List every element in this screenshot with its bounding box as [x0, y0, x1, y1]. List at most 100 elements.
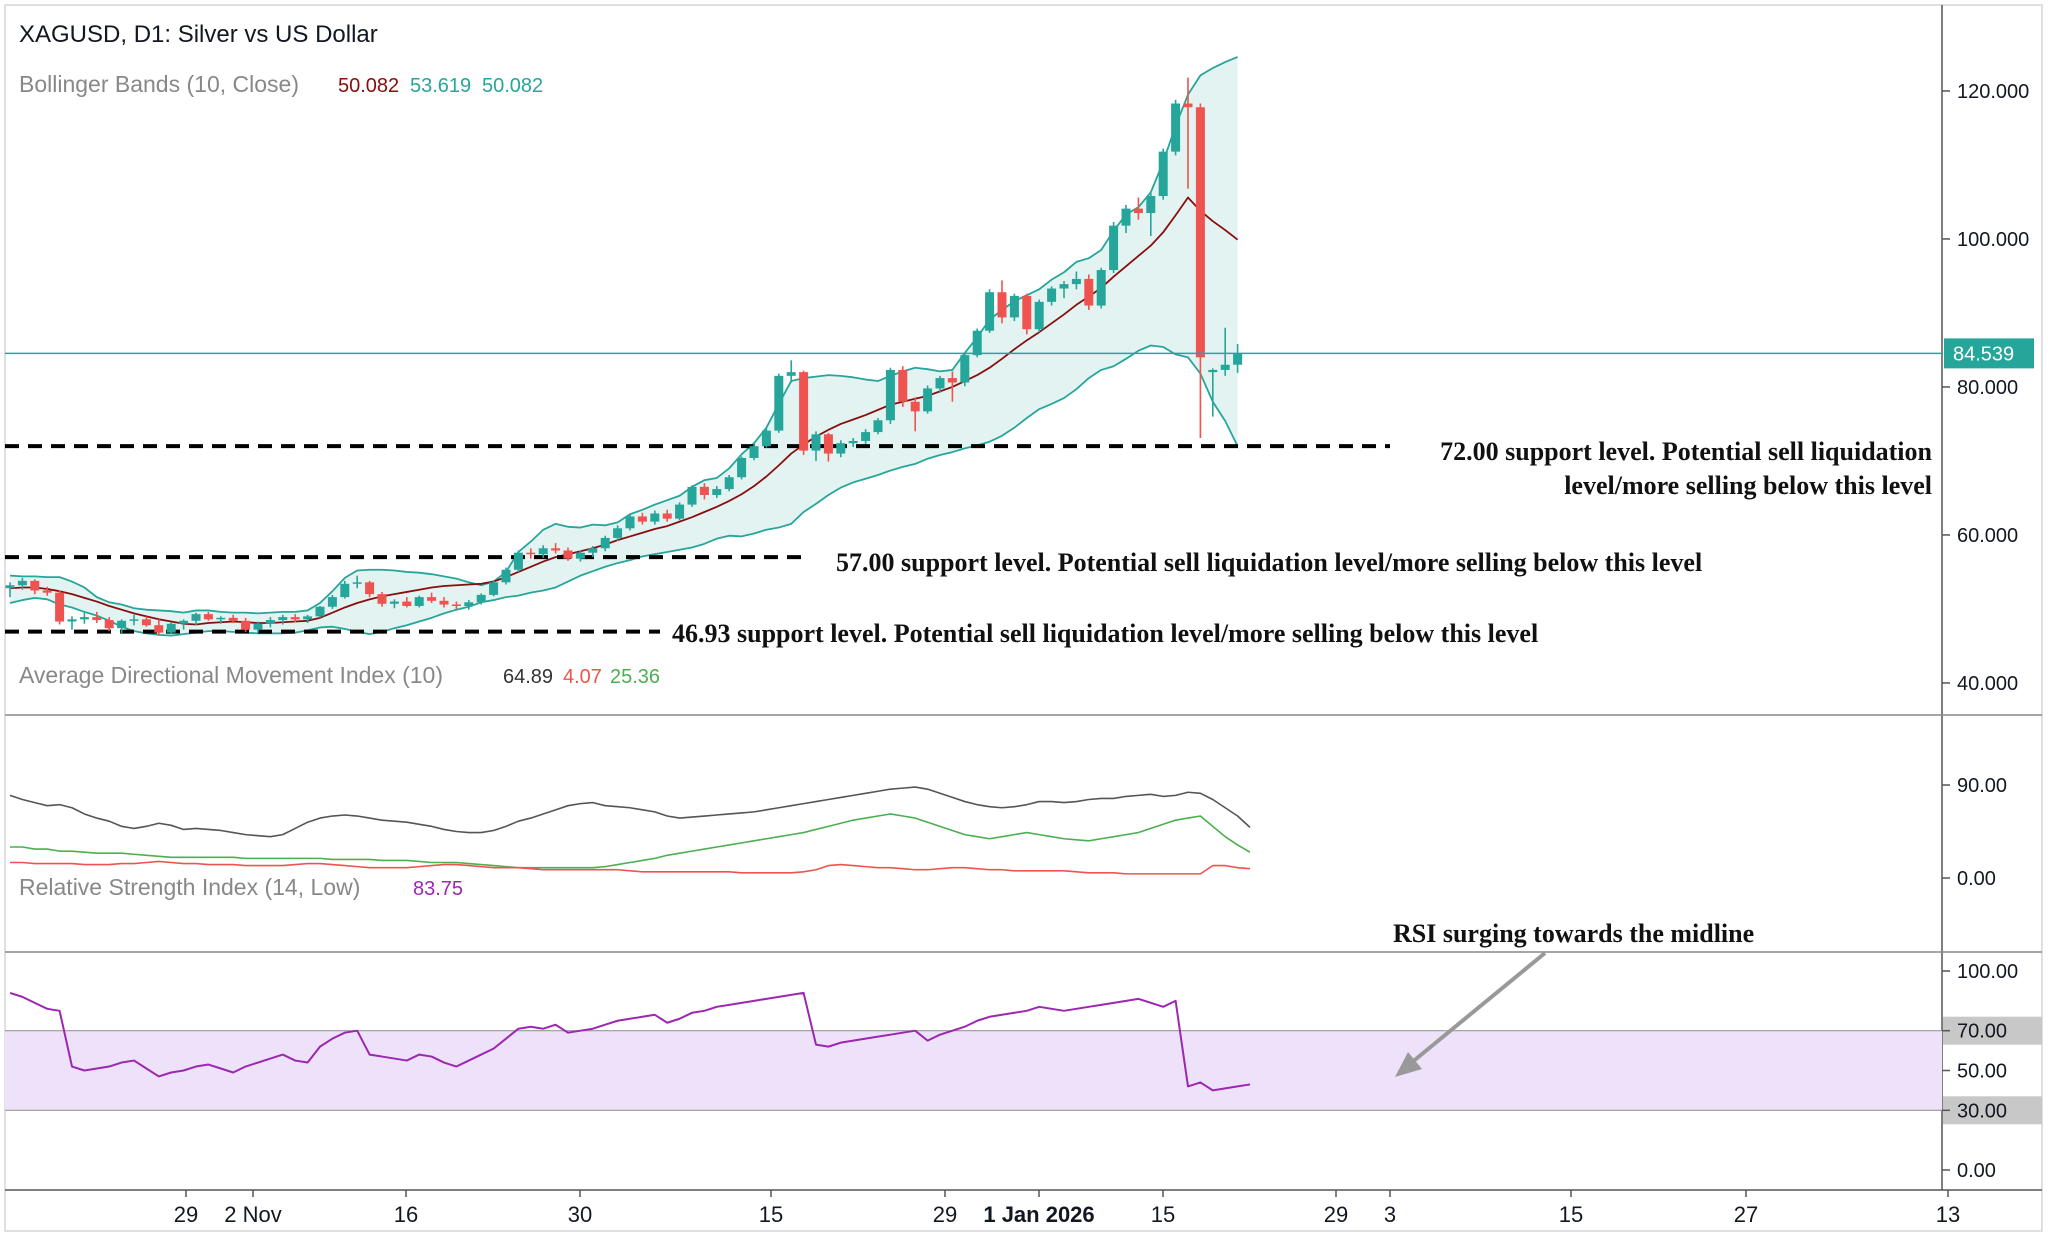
candle-body — [637, 516, 647, 522]
candle-body — [749, 446, 759, 458]
candle-body — [253, 623, 263, 630]
candle-body — [30, 580, 40, 591]
support-72-annotation-line1: 72.00 support level. Potential sell liqu… — [1440, 437, 1932, 466]
candle-body — [985, 292, 995, 331]
candle-body — [402, 601, 412, 606]
candle-body — [104, 620, 114, 629]
candle-body — [476, 594, 486, 603]
bb-legend-label[interactable]: Bollinger Bands (10, Close) — [19, 71, 299, 97]
minus-di-legend-value: 25.36 — [610, 666, 660, 688]
bollinger-mid-line — [9, 196, 1239, 626]
bb-legend-upper-value: 50.082 — [482, 75, 543, 97]
candle-body — [290, 617, 300, 620]
candle-body — [1022, 295, 1032, 330]
bollinger-upper-line — [9, 56, 1238, 615]
candle-body — [439, 600, 449, 605]
candle-body — [687, 486, 697, 505]
candle-body — [179, 620, 189, 624]
support-72-annotation-line2: level/more selling below this level — [1564, 471, 1932, 500]
rsi-pane: 100.00 70.00 50.00 30.00 0.00 — [5, 961, 2042, 1182]
plus-di-line — [10, 860, 1251, 875]
candle-body — [947, 378, 957, 383]
candle-body — [1071, 278, 1081, 285]
candle-body — [823, 434, 833, 454]
rsi-axis-label-bg — [1943, 1096, 2042, 1125]
candle-body — [1208, 369, 1218, 373]
candle-body — [811, 434, 821, 451]
adx-axis-label: 90.00 — [1957, 775, 2007, 797]
minus-di-line — [10, 813, 1251, 869]
adx-line — [9, 786, 1251, 838]
time-axis-label: 2 Nov — [224, 1202, 281, 1227]
candle-body — [538, 548, 548, 555]
rsi-line — [9, 991, 1251, 1092]
candle-body — [278, 617, 288, 621]
candle-body — [600, 537, 610, 549]
rsi-legend-label[interactable]: Relative Strength Index (14, Low) — [19, 874, 360, 900]
candle-body — [389, 601, 399, 604]
time-axis-label: 29 — [174, 1202, 198, 1227]
candle-body — [613, 528, 623, 538]
candle-body — [265, 620, 275, 624]
candle-body — [216, 617, 226, 620]
candle-body — [92, 617, 102, 621]
candle-body — [5, 585, 15, 589]
candle-body — [55, 592, 65, 622]
candle-body — [588, 548, 598, 553]
time-axis-label: 30 — [568, 1202, 592, 1227]
candle-body — [1109, 225, 1119, 271]
candle-body — [166, 623, 176, 633]
price-axis[interactable]: 120.000 100.000 80.000 60.000 40.000 — [1942, 81, 2029, 695]
candle-body — [885, 369, 895, 421]
candle-body — [203, 614, 213, 620]
candle-body — [1034, 301, 1044, 330]
candle-body — [228, 617, 238, 621]
candle-body — [1233, 353, 1243, 365]
candle-body — [761, 430, 771, 447]
candle-body — [960, 355, 970, 383]
candle-body — [1121, 208, 1131, 226]
plus-di-legend-value: 4.07 — [563, 666, 602, 688]
rsi-axis-label: 0.00 — [1957, 1160, 1996, 1182]
candle-body — [377, 594, 387, 604]
candle-body — [699, 486, 709, 495]
candle-body — [327, 597, 337, 607]
candle-body — [141, 619, 151, 626]
candle-body — [861, 432, 871, 441]
adx-pane: 90.00 0.00 — [9, 775, 2007, 890]
candle-body — [799, 372, 809, 451]
candle-body — [1047, 288, 1057, 302]
candle-body — [352, 582, 362, 584]
candle-body — [662, 513, 672, 519]
price-axis-label: 60.000 — [1957, 525, 2018, 547]
candle-body — [675, 504, 685, 519]
candle-body — [873, 420, 883, 433]
candle-body — [67, 619, 77, 622]
bb-legend-mid-value: 53.619 — [410, 75, 471, 97]
candle-body — [129, 619, 139, 621]
rsi-axis-label-bg — [1943, 1016, 2042, 1045]
candle-body — [774, 375, 784, 431]
time-axis-label: 29 — [933, 1202, 957, 1227]
candle-body — [513, 552, 523, 570]
candle-body — [724, 477, 734, 490]
rsi-legend-value: 83.75 — [413, 878, 463, 900]
candle-body — [997, 292, 1007, 318]
candle-body — [712, 489, 722, 495]
adx-legend-label[interactable]: Average Directional Movement Index (10) — [19, 662, 443, 688]
support-4693-annotation: 46.93 support level. Potential sell liqu… — [672, 619, 1538, 648]
time-axis-label: 27 — [1734, 1202, 1758, 1227]
candle-body — [526, 552, 536, 555]
candle-body — [910, 401, 920, 412]
candle-body — [575, 552, 585, 559]
time-axis-label: 15 — [759, 1202, 783, 1227]
adx-axis-label: 0.00 — [1957, 868, 1996, 890]
rsi-axis-label: 100.00 — [1957, 961, 2018, 983]
price-axis-label: 40.000 — [1957, 673, 2018, 695]
time-axis[interactable]: 29 2 Nov 16 30 15 29 1 Jan 2026 15 29 3 15 27 13 — [174, 1190, 1960, 1227]
rsi-band-fill — [5, 1030, 1942, 1111]
candle-body — [972, 330, 982, 356]
candle-body — [1220, 364, 1230, 370]
